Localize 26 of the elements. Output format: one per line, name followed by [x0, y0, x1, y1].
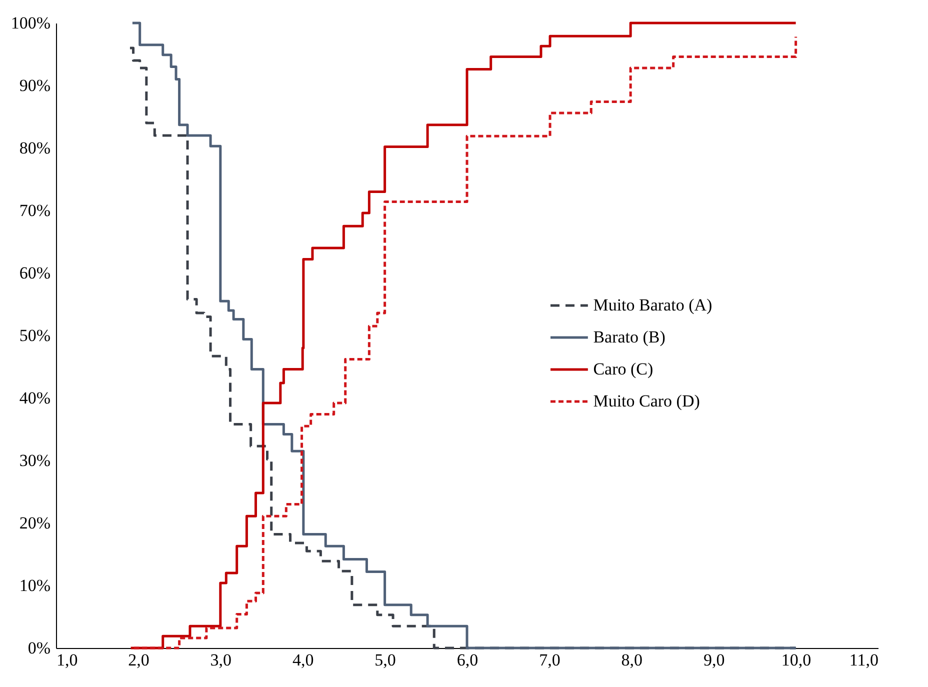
y-tick-label: 70%	[19, 201, 50, 220]
y-tick-label: 20%	[19, 514, 50, 532]
y-tick-label: 10%	[19, 576, 50, 595]
y-tick-label: 60%	[19, 264, 50, 282]
x-tick-label: 4,0	[292, 650, 314, 670]
x-tick-label: 6,0	[456, 650, 478, 670]
x-tick-label: 1,0	[56, 650, 78, 670]
legend-label: Barato (B)	[593, 328, 666, 346]
y-tick-label: 50%	[19, 326, 50, 345]
y-tick-label: 40%	[19, 388, 50, 408]
x-tick-label: 10,0	[781, 650, 812, 670]
y-tick-label: 30%	[19, 451, 50, 470]
y-tick-label: 0%	[28, 638, 50, 658]
legend-label: Muito Caro (D)	[593, 392, 700, 410]
y-tick-label: 80%	[19, 138, 50, 158]
legend-label: Muito Barato (A)	[593, 296, 712, 314]
y-tick-label: 90%	[19, 76, 50, 95]
x-tick-label: 2,0	[128, 650, 150, 670]
x-tick-label: 11,0	[849, 650, 878, 670]
y-tick-label: 100%	[10, 14, 50, 32]
x-tick-label: 7,0	[539, 650, 560, 670]
x-tick-label: 9,0	[703, 650, 725, 670]
legend-label: Caro (C)	[593, 360, 654, 378]
x-tick-label: 5,0	[374, 650, 396, 670]
x-tick-label: 3,0	[210, 650, 232, 670]
x-tick-label: 8,0	[621, 650, 643, 670]
